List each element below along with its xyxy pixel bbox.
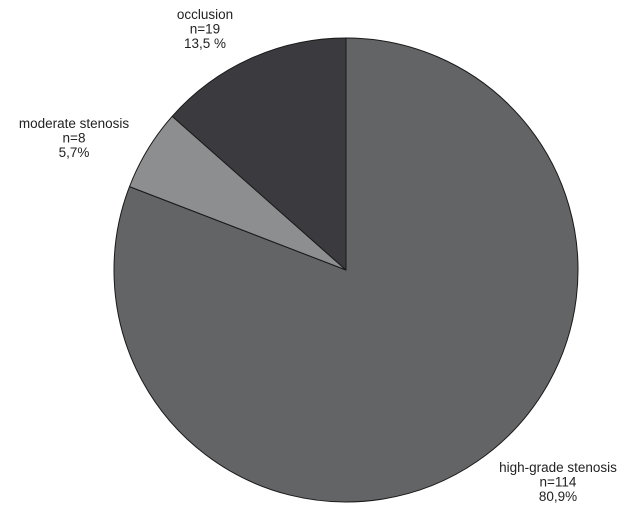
slice-label-high-grade-stenosis: high-grade stenosis n=114 80,9% [499,460,617,504]
slice-label-line: 13,5 % [184,36,226,51]
slice-label-line: 80,9% [539,489,577,504]
slice-label-line: moderate stenosis [19,116,130,131]
slice-label-line: n=19 [190,22,220,37]
slice-label-line: occlusion [177,7,233,22]
slice-label-line: high-grade stenosis [499,460,617,475]
slice-label-occlusion: occlusion n=19 13,5 % [177,7,233,51]
slice-label-line: 5,7% [59,145,90,160]
slice-label-line: n=8 [63,131,86,146]
slice-labels: high-grade stenosis n=114 80,9% moderate st… [19,7,617,504]
slice-label-line: n=114 [540,475,577,490]
pie-slice-occlusion [171,37,347,271]
slice-label-moderate-stenosis: moderate stenosis n=8 5,7% [19,116,130,160]
pie-slices [113,37,579,503]
